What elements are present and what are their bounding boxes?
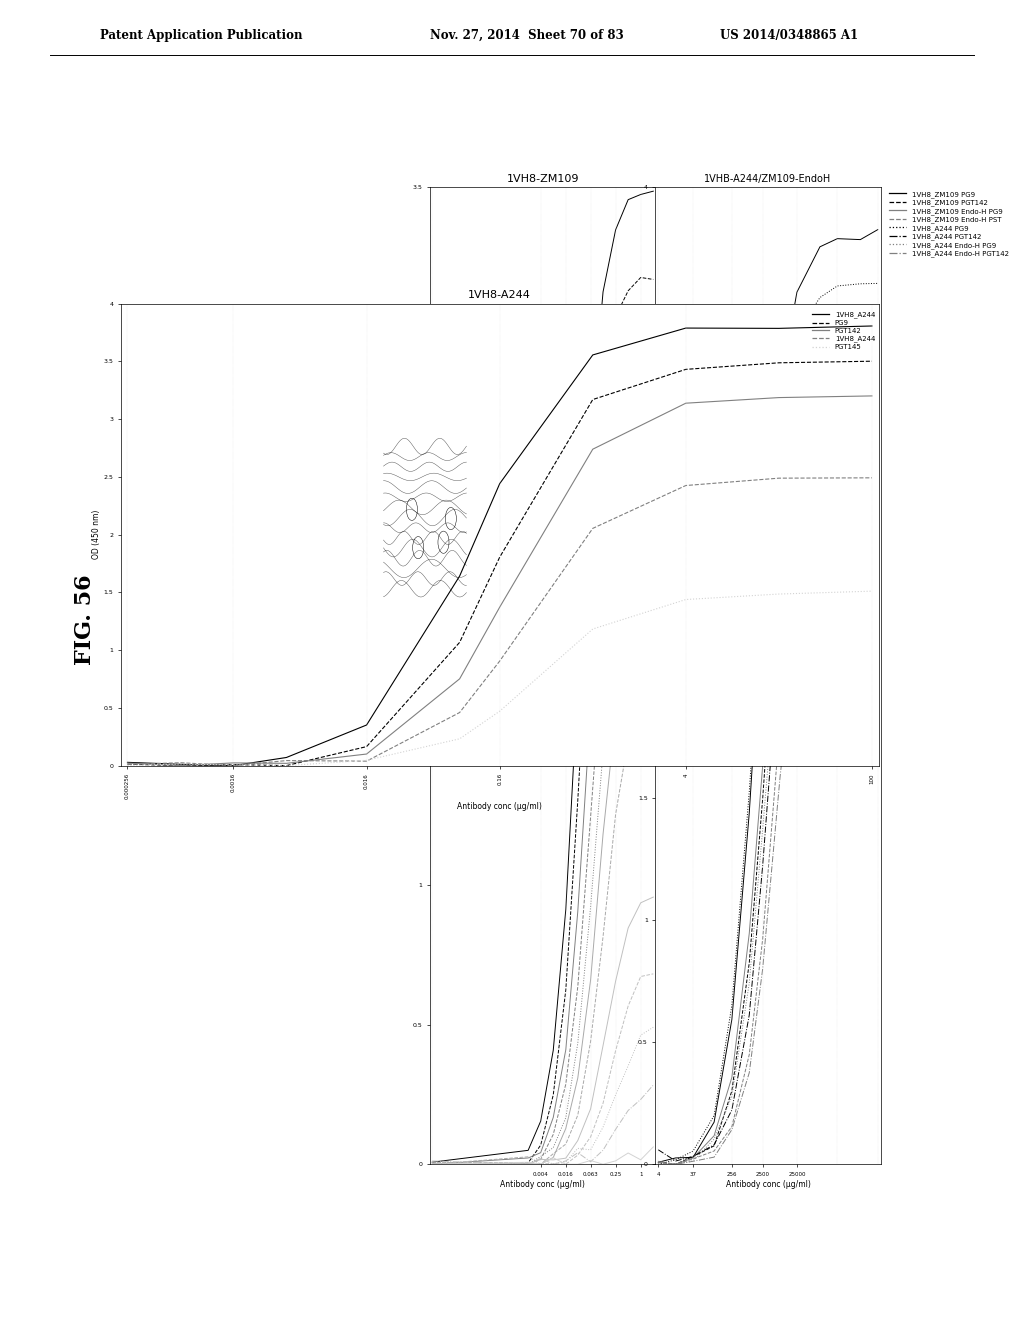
Text: PGT144: PGT144 <box>387 540 392 565</box>
Bar <box>300 484 319 510</box>
Bar <box>360 484 380 510</box>
Text: large scale expression): large scale expression) <box>160 572 170 692</box>
X-axis label: Antibody conc (μg/ml): Antibody conc (μg/ml) <box>501 1180 585 1188</box>
X-axis label: Antibody conc (μg/ml): Antibody conc (μg/ml) <box>726 1180 810 1188</box>
Bar <box>400 459 420 484</box>
Bar <box>360 570 380 620</box>
Bar <box>340 436 360 459</box>
Bar <box>360 436 380 459</box>
Bar <box>380 535 400 570</box>
Bar <box>360 459 380 484</box>
Text: showed binding to V1/V2-: showed binding to V1/V2- <box>160 496 170 636</box>
Bar <box>340 570 360 620</box>
Bar <box>340 459 360 484</box>
Bar <box>340 535 360 570</box>
Bar <box>360 510 380 535</box>
Bar <box>380 484 400 510</box>
Y-axis label: OD (450 nm): OD (450 nm) <box>400 651 410 701</box>
Title: 1VH8-A244: 1VH8-A244 <box>468 290 531 300</box>
Text: • 67 constructs expressed based: • 67 constructs expressed based <box>160 414 170 586</box>
Text: PGT142: PGT142 <box>347 540 352 565</box>
Bar <box>319 570 340 620</box>
Bar <box>360 535 380 570</box>
Text: • Expression in 96 well format: • Expression in 96 well format <box>160 465 170 623</box>
Text: directed antibodies by ELISA: directed antibodies by ELISA <box>160 510 170 665</box>
Legend: 1VH8_ZM109 PG9, 1VH8_ZM109 PGT142, 1VH8_ZM109 Endo-H PG9, 1VH8_ZM109 Endo-H PST,: 1VH8_ZM109 PG9, 1VH8_ZM109 PGT142, 1VH8_… <box>889 191 1009 257</box>
Title: 1VH8-ZM109: 1VH8-ZM109 <box>507 174 579 183</box>
Bar <box>319 510 340 535</box>
Bar <box>340 484 360 510</box>
Bar <box>300 535 319 570</box>
Text: Number of scaffolds bound: Number of scaffolds bound <box>425 513 434 627</box>
Bar <box>380 436 400 459</box>
Text: US 2014/0348865 A1: US 2014/0348865 A1 <box>720 29 858 41</box>
Y-axis label: OD (450 nm): OD (450 nm) <box>91 510 100 560</box>
Text: 14: 14 <box>347 590 353 599</box>
Text: (1VH8 scaffold shown as example after: (1VH8 scaffold shown as example after <box>160 508 170 713</box>
Text: FIG. 56: FIG. 56 <box>74 574 96 665</box>
Text: PGT141: PGT141 <box>328 541 333 565</box>
Title: 1VHB-A244/ZM109-EndoH: 1VHB-A244/ZM109-EndoH <box>705 174 831 183</box>
Y-axis label: OD (450 nm): OD (450 nm) <box>626 651 635 701</box>
Bar <box>400 436 420 459</box>
Bar <box>400 535 420 570</box>
Bar <box>380 570 400 620</box>
Bar <box>300 436 319 459</box>
Bar <box>319 436 340 459</box>
Legend: 1VH8_A244, PG9, PGT142, 1VH8_A244, PGT145: 1VH8_A244, PG9, PGT142, 1VH8_A244, PGT14… <box>812 312 876 350</box>
Text: PGT143: PGT143 <box>368 540 373 565</box>
Bar <box>319 535 340 570</box>
Bar <box>300 570 319 620</box>
Text: PG9: PG9 <box>307 546 312 558</box>
Text: Nov. 27, 2014  Sheet 70 of 83: Nov. 27, 2014 Sheet 70 of 83 <box>430 29 624 41</box>
Bar <box>400 484 420 510</box>
Bar <box>300 459 319 484</box>
Bar <box>380 459 400 484</box>
Bar <box>319 484 340 510</box>
Text: on 34 scaffolds: on 34 scaffolds <box>160 479 170 565</box>
Bar <box>319 459 340 484</box>
Bar <box>380 510 400 535</box>
Bar <box>340 510 360 535</box>
Legend: PG9, PG16, PGT141, PGT142, PGT143, PGT144, PGT145, CH01, CH02, CH03, CH04, Backg: PG9, PG16, PGT141, PGT142, PGT143, PGT14… <box>664 191 756 282</box>
Text: 11: 11 <box>327 590 333 599</box>
Text: 15: 15 <box>367 590 373 599</box>
X-axis label: Antibody conc (μg/ml): Antibody conc (μg/ml) <box>458 803 542 812</box>
Bar <box>300 510 319 535</box>
Text: Patent Application Publication: Patent Application Publication <box>100 29 302 41</box>
Text: Antibody: Antibody <box>307 579 313 611</box>
Text: 3: 3 <box>387 593 393 597</box>
Bar <box>400 510 420 535</box>
Text: PGT145: PGT145 <box>408 541 413 565</box>
